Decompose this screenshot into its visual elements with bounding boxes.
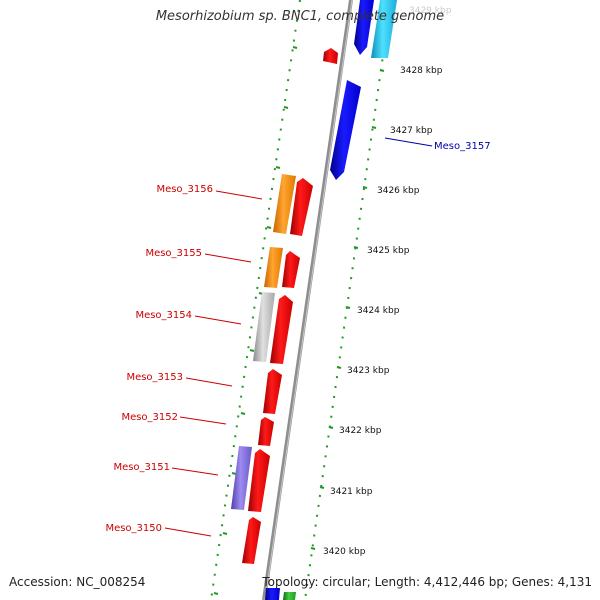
gene-track-forward bbox=[231, 174, 313, 564]
gene-label-meso-3153[interactable]: Meso_3153 bbox=[126, 372, 183, 383]
gene-label-meso-3154[interactable]: Meso_3154 bbox=[135, 310, 192, 321]
ruler-label: 3423 kbp bbox=[347, 366, 390, 376]
map-title: Mesorhizobium sp. BNC1, complete genome bbox=[155, 9, 445, 24]
outer-ruler-line bbox=[304, 0, 392, 600]
genome-backbone bbox=[262, 0, 353, 600]
label-leaders bbox=[164, 137, 433, 537]
ruler-label: 3428 kbp bbox=[400, 66, 443, 76]
ruler-label: 3426 kbp bbox=[377, 186, 420, 196]
ruler-label: 3427 kbp bbox=[390, 126, 433, 136]
gene-labels: Meso_3157 Meso_3156 Meso_3155 Meso_3154 … bbox=[105, 141, 490, 534]
ruler-label: 3422 kbp bbox=[339, 426, 382, 436]
inner-ruler-ticks bbox=[213, 46, 298, 595]
gene-label-meso-3156[interactable]: Meso_3156 bbox=[156, 184, 213, 195]
ruler-label: 3420 kbp bbox=[323, 547, 366, 557]
ruler-label: 3425 kbp bbox=[367, 246, 410, 256]
ruler-label: 3424 kbp bbox=[357, 306, 400, 316]
gene-bottom-green bbox=[283, 592, 296, 600]
gene-label-meso-3157[interactable]: Meso_3157 bbox=[434, 141, 491, 152]
gene-label-meso-3152[interactable]: Meso_3152 bbox=[121, 412, 178, 423]
ruler-label: 3421 kbp bbox=[330, 487, 373, 497]
accession-text: Accession: NC_008254 bbox=[9, 575, 146, 589]
gene-label-meso-3151[interactable]: Meso_3151 bbox=[113, 462, 170, 473]
gene-reverse-strand-light bbox=[371, 0, 397, 58]
gene-label-meso-3150[interactable]: Meso_3150 bbox=[105, 523, 162, 534]
inner-ruler-line bbox=[210, 0, 301, 600]
gene-forward-small bbox=[323, 48, 338, 64]
gene-bottom-blue bbox=[265, 588, 280, 600]
gene-meso-3157 bbox=[330, 80, 361, 180]
gene-label-meso-3155[interactable]: Meso_3155 bbox=[145, 248, 202, 259]
gene-reverse-strand bbox=[354, 0, 374, 55]
ruler-labels: 3429 kbp 3428 kbp 3427 kbp 3426 kbp 3425… bbox=[323, 6, 452, 557]
ruler-label: 3429 kbp bbox=[409, 6, 452, 16]
genome-stats-text: Topology: circular; Length: 4,412,446 bp… bbox=[262, 575, 592, 589]
